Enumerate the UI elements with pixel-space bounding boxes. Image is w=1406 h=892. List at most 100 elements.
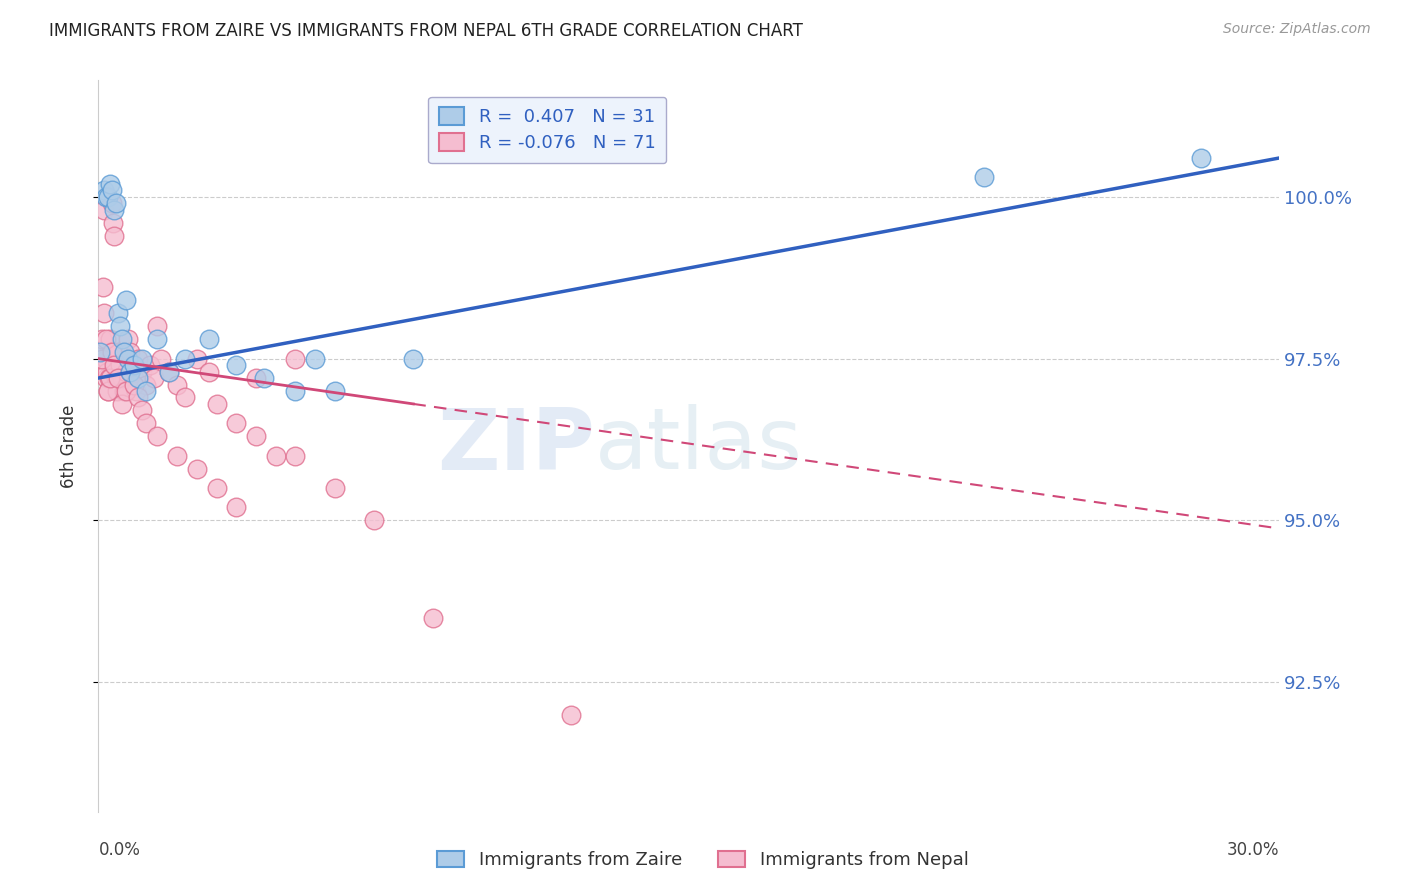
Point (118, 365, 141, 379)
Point (107, 306, 129, 320)
Point (97, 384, 120, 398)
Point (112, 345, 135, 359)
Point (284, 449, 307, 463)
Point (135, 377, 157, 392)
Point (284, 384, 307, 398)
Point (127, 351, 149, 366)
Text: ZIP: ZIP (437, 404, 595, 488)
Point (91, 351, 114, 366)
Point (225, 417, 247, 431)
Point (115, 384, 138, 398)
Point (103, 228, 125, 243)
Point (93, 306, 115, 320)
Point (225, 500, 247, 515)
Point (205, 481, 228, 495)
Point (225, 358, 247, 372)
Point (108, 358, 131, 372)
Text: 30.0%: 30.0% (1227, 841, 1279, 859)
Point (96, 351, 118, 366)
Point (304, 351, 326, 366)
Point (166, 377, 188, 392)
Point (91, 332, 114, 346)
Point (94, 371, 117, 385)
Point (157, 365, 180, 379)
Point (101, 196, 124, 211)
Point (103, 358, 125, 372)
Legend: R =  0.407   N = 31, R = -0.076   N = 71: R = 0.407 N = 31, R = -0.076 N = 71 (429, 96, 666, 163)
Point (245, 371, 267, 385)
Point (104, 358, 127, 372)
Point (103, 202, 125, 217)
Point (323, 384, 346, 398)
Point (131, 403, 153, 417)
Point (93, 183, 115, 197)
Point (127, 391, 149, 405)
Point (135, 417, 157, 431)
Point (118, 345, 141, 359)
Point (264, 449, 287, 463)
Y-axis label: 6th Grade: 6th Grade (59, 404, 77, 488)
Point (105, 196, 128, 211)
Point (98, 371, 121, 385)
Point (121, 358, 143, 372)
Point (174, 351, 197, 366)
Point (107, 345, 129, 359)
Point (174, 391, 197, 405)
Point (112, 384, 135, 398)
Point (1189, 151, 1212, 165)
Point (284, 351, 307, 366)
Point (122, 371, 145, 385)
Point (127, 371, 149, 385)
Point (422, 610, 444, 624)
Point (197, 365, 219, 379)
Point (97, 384, 120, 398)
Point (96, 190, 118, 204)
Text: atlas: atlas (595, 404, 803, 488)
Point (146, 319, 169, 334)
Point (96, 365, 118, 379)
Point (100, 345, 122, 359)
Point (186, 461, 208, 475)
Point (107, 371, 129, 385)
Point (150, 351, 173, 366)
Point (101, 345, 124, 359)
Point (118, 365, 141, 379)
Point (111, 397, 134, 411)
Point (245, 429, 267, 443)
Text: IMMIGRANTS FROM ZAIRE VS IMMIGRANTS FROM NEPAL 6TH GRADE CORRELATION CHART: IMMIGRANTS FROM ZAIRE VS IMMIGRANTS FROM… (49, 22, 803, 40)
Point (117, 332, 139, 346)
Point (90, 345, 112, 359)
Point (166, 449, 188, 463)
Point (205, 397, 228, 411)
Point (105, 384, 128, 398)
Point (560, 707, 582, 722)
Point (131, 351, 153, 366)
Legend: Immigrants from Zaire, Immigrants from Nepal: Immigrants from Zaire, Immigrants from N… (429, 842, 977, 879)
Point (122, 358, 145, 372)
Point (105, 371, 128, 385)
Point (197, 332, 219, 346)
Point (157, 365, 180, 379)
Point (98, 177, 121, 191)
Point (98, 332, 121, 346)
Point (402, 351, 425, 366)
Point (91, 280, 114, 294)
Point (101, 183, 124, 197)
Point (97, 190, 120, 204)
Point (135, 384, 157, 398)
Point (125, 384, 148, 398)
Point (323, 481, 346, 495)
Point (93, 202, 115, 217)
Point (89, 351, 111, 366)
Point (115, 293, 138, 308)
Point (108, 319, 131, 334)
Point (89, 345, 111, 359)
Point (117, 351, 139, 366)
Text: 0.0%: 0.0% (98, 841, 141, 859)
Point (146, 429, 169, 443)
Point (122, 377, 145, 392)
Point (186, 351, 208, 366)
Point (115, 365, 138, 379)
Point (98, 371, 121, 385)
Point (111, 332, 134, 346)
